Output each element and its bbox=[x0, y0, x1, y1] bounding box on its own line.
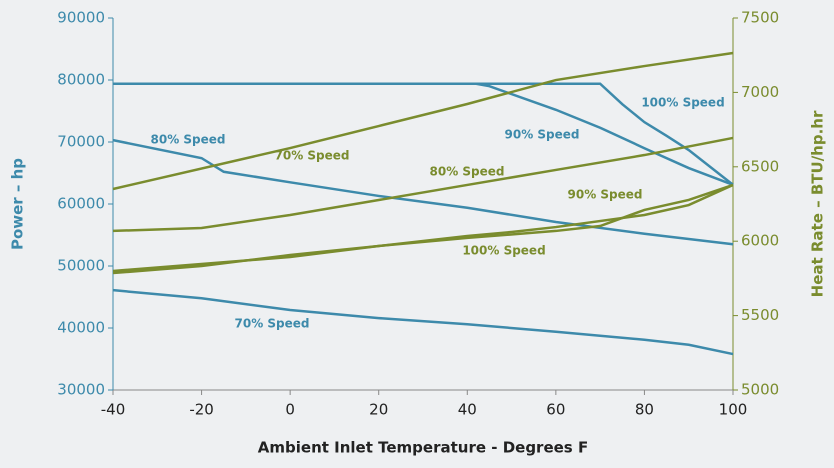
series-label: 100% Speed bbox=[462, 244, 545, 258]
y2-axis-label: Heat Rate – BTU/hp.hr bbox=[809, 110, 827, 297]
series-line bbox=[113, 82, 734, 186]
series-label: 90% Speed bbox=[568, 188, 643, 202]
series-label: 80% Speed bbox=[151, 133, 226, 147]
x-tick-label: 80 bbox=[635, 401, 654, 419]
y-tick-label: 30000 bbox=[57, 381, 105, 399]
series-label: 100% Speed bbox=[641, 96, 724, 110]
x-tick-label: -20 bbox=[189, 401, 214, 419]
series-line bbox=[112, 183, 734, 275]
y-tick-label: 60000 bbox=[57, 195, 105, 213]
x-axis-label: Ambient Inlet Temperature - Degrees F bbox=[258, 439, 588, 457]
x-tick-label: 20 bbox=[369, 401, 388, 419]
series-line bbox=[112, 138, 734, 246]
y2-tick-label: 5500 bbox=[741, 306, 779, 324]
x-tick-label: 0 bbox=[285, 401, 295, 419]
series-line bbox=[112, 136, 734, 233]
y2-tick-label: 7500 bbox=[741, 9, 779, 27]
y-tick-label: 50000 bbox=[57, 257, 105, 275]
y-tick-label: 40000 bbox=[57, 319, 105, 337]
series-line bbox=[112, 51, 734, 191]
x-tick-label: 40 bbox=[458, 401, 477, 419]
x-tick-label: 100 bbox=[719, 401, 748, 419]
series-label: 80% Speed bbox=[430, 165, 505, 179]
y-tick-label: 90000 bbox=[57, 9, 105, 27]
series-line bbox=[112, 288, 734, 356]
y-tick-label: 80000 bbox=[57, 71, 105, 89]
y-tick-label: 70000 bbox=[57, 133, 105, 151]
series-label: 90% Speed bbox=[505, 128, 580, 142]
series-label: 70% Speed bbox=[235, 317, 310, 331]
y-axis-label: Power – hp bbox=[9, 158, 27, 250]
y2-tick-label: 7000 bbox=[741, 83, 779, 101]
series-line bbox=[113, 82, 734, 186]
y2-tick-label: 6500 bbox=[741, 157, 779, 175]
y2-tick-label: 6000 bbox=[741, 232, 779, 250]
series-line bbox=[112, 183, 734, 273]
x-tick-label: 60 bbox=[546, 401, 565, 419]
series-label: 70% Speed bbox=[275, 149, 350, 163]
x-tick-label: -40 bbox=[101, 401, 126, 419]
y2-tick-label: 5000 bbox=[741, 381, 779, 399]
